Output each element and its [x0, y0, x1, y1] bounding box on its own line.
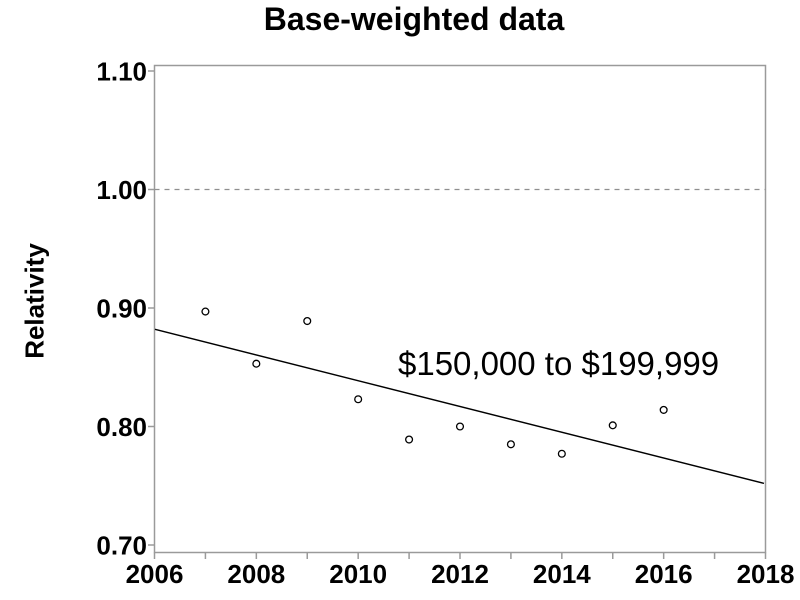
data-point	[405, 435, 414, 444]
y-tick-label: 0.70	[96, 530, 147, 560]
data-point	[354, 395, 363, 404]
data-point	[659, 405, 668, 414]
data-point	[455, 422, 465, 431]
x-tick-label: 2008	[227, 559, 285, 589]
x-tick-label: 2018	[737, 559, 795, 589]
x-tick-label: 2016	[635, 559, 693, 589]
data-point	[608, 421, 617, 430]
data-point	[303, 316, 312, 326]
data-point	[201, 307, 210, 316]
x-tick-label: 2014	[533, 559, 591, 589]
data-point	[557, 449, 566, 458]
data-point	[252, 359, 261, 368]
y-tick-label: 0.90	[96, 293, 147, 323]
x-tick-label: 2010	[329, 559, 387, 589]
x-tick-label: 2006	[126, 559, 184, 589]
y-tick-label: 1.00	[96, 175, 147, 205]
y-tick-label: 1.10	[96, 56, 147, 86]
y-tick-label: 0.80	[96, 412, 147, 442]
data-point	[506, 440, 515, 449]
plot-frame	[153, 64, 767, 554]
trend-line	[154, 328, 765, 485]
chart-title: Base-weighted data	[263, 1, 565, 37]
x-tick-label: 2012	[431, 559, 489, 589]
series-annotation: $150,000 to $199,999	[398, 345, 720, 382]
